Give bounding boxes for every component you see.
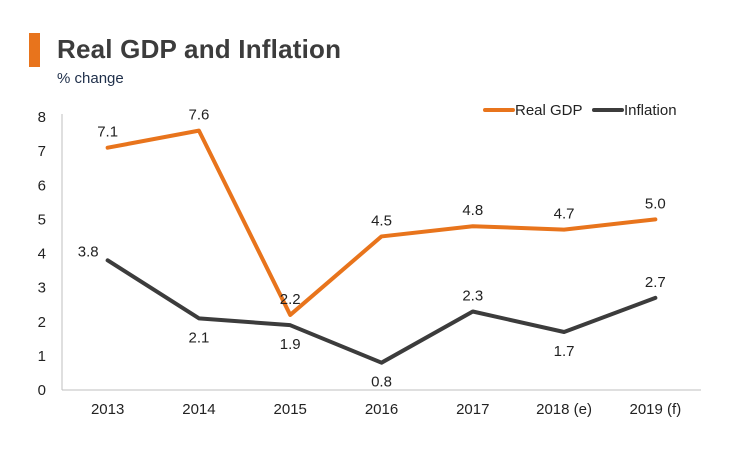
y-tick-label: 3 bbox=[38, 280, 46, 297]
y-tick-label: 8 bbox=[38, 109, 46, 126]
data-label: 2.7 bbox=[645, 274, 666, 291]
y-tick-label: 1 bbox=[38, 348, 46, 365]
data-label: 2.1 bbox=[188, 329, 209, 346]
series-line-real-gdp bbox=[105, 128, 658, 317]
data-label: 2.3 bbox=[462, 288, 483, 305]
x-tick-label: 2014 bbox=[182, 401, 215, 418]
data-label: 7.6 bbox=[188, 107, 209, 124]
y-tick-label: 0 bbox=[38, 382, 46, 399]
chart-subtitle: % change bbox=[57, 70, 124, 87]
series-line-inflation bbox=[105, 258, 658, 365]
data-label: 3.8 bbox=[78, 243, 99, 260]
x-tick-label: 2019 (f) bbox=[630, 401, 682, 418]
legend-label: Inflation bbox=[624, 102, 677, 119]
y-tick-label: 2 bbox=[38, 314, 46, 331]
x-tick-label: 2017 bbox=[456, 401, 489, 418]
data-label: 4.5 bbox=[371, 212, 392, 229]
data-label: 2.2 bbox=[280, 291, 301, 308]
data-label: 1.9 bbox=[280, 336, 301, 353]
x-tick-label: 2018 (e) bbox=[536, 401, 592, 418]
data-label: 1.7 bbox=[554, 343, 575, 360]
data-label: 4.7 bbox=[554, 206, 575, 223]
data-label: 4.8 bbox=[462, 202, 483, 219]
data-label: 0.8 bbox=[371, 374, 392, 391]
y-tick-label: 4 bbox=[38, 246, 46, 263]
chart-title: Real GDP and Inflation bbox=[57, 34, 342, 64]
legend-label: Real GDP bbox=[515, 102, 583, 119]
y-tick-label: 6 bbox=[38, 177, 46, 194]
y-tick-label: 7 bbox=[38, 143, 46, 160]
y-tick-label: 5 bbox=[38, 211, 46, 228]
data-label: 5.0 bbox=[645, 195, 666, 212]
title-accent-bar bbox=[29, 33, 40, 67]
x-tick-label: 2016 bbox=[365, 401, 398, 418]
x-tick-label: 2013 bbox=[91, 401, 124, 418]
data-label: 7.1 bbox=[97, 124, 118, 141]
x-tick-label: 2015 bbox=[274, 401, 307, 418]
